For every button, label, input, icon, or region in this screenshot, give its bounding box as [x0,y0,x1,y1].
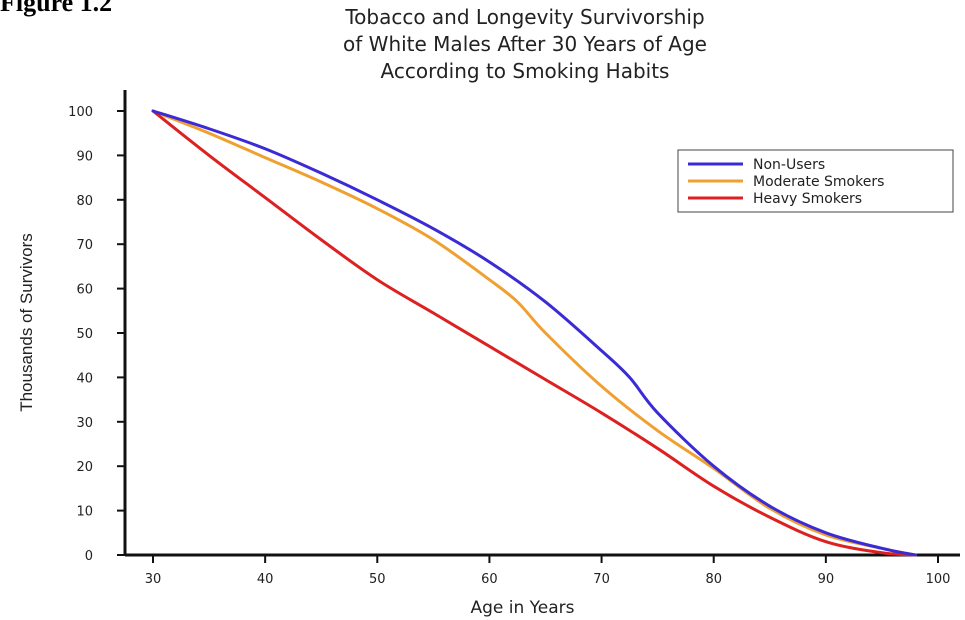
legend-label-non-users: Non-Users [753,157,825,173]
y-axis-label: Thousands of Survivors [17,233,36,412]
x-axis-label: Age in Years [470,598,574,618]
y-tick-label-80: 80 [76,194,93,209]
series-line-heavy-smokers [151,109,918,557]
y-tick-label-90: 90 [76,149,93,164]
y-tick-label-0: 0 [85,549,93,564]
chart-title: Tobacco and Longevity Survivorship of Wh… [230,4,820,85]
y-tick-label-100: 100 [68,105,93,120]
x-tick-label-90: 90 [818,572,835,587]
y-tick-label-50: 50 [76,327,93,342]
chart-title-line-2: of White Males After 30 Years of Age [343,32,707,56]
y-tick-label-30: 30 [76,416,93,431]
figure-label: Figure 1.2 [0,0,113,17]
y-tick-label-10: 10 [76,505,93,520]
chart-title-line-1: Tobacco and Longevity Survivorship [345,5,705,29]
x-tick-label-100: 100 [926,572,951,587]
series-line-moderate-smokers [151,109,918,557]
series-line-non-users [151,109,918,557]
legend-box [677,149,954,213]
legend-label-moderate-smokers: Moderate Smokers [753,174,884,190]
x-tick-label-60: 60 [481,572,498,587]
y-tick-label-70: 70 [76,238,93,253]
x-tick-label-50: 50 [369,572,386,587]
y-tick-label-60: 60 [76,283,93,298]
y-tick-label-20: 20 [76,460,93,475]
chart-title-line-3: According to Smoking Habits [380,59,670,83]
x-tick-label-40: 40 [257,572,274,587]
y-tick-label-40: 40 [76,371,93,386]
x-tick-label-80: 80 [705,572,722,587]
x-tick-label-30: 30 [145,572,162,587]
legend-label-heavy-smokers: Heavy Smokers [753,191,862,207]
x-tick-label-70: 70 [593,572,610,587]
